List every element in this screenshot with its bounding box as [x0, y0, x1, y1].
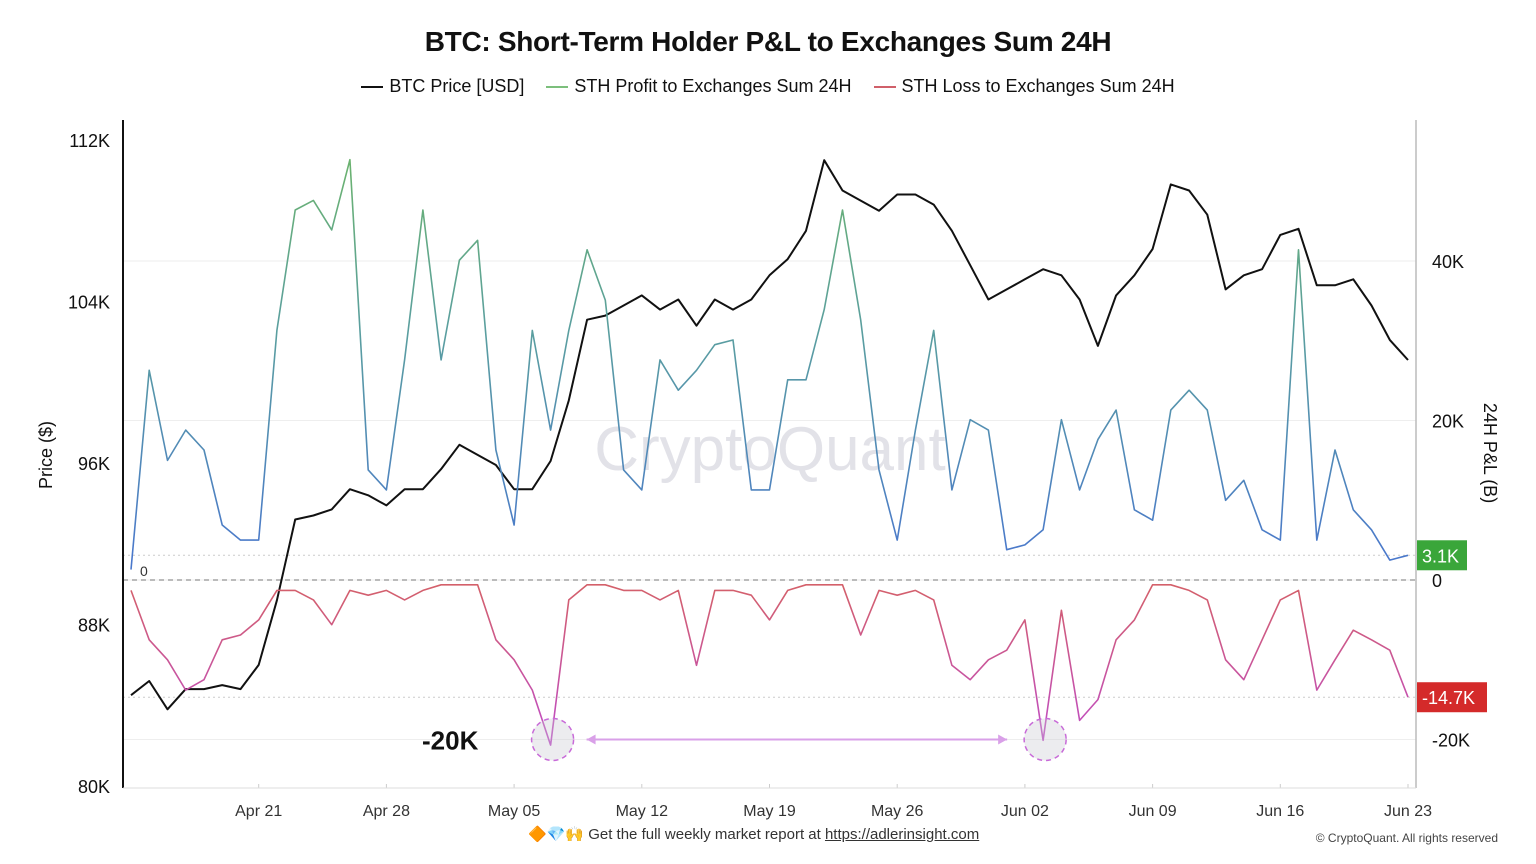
profit-line: [130, 158, 1409, 570]
x-tick-label: Jun 02: [1001, 803, 1049, 820]
x-tick-label: May 19: [743, 803, 796, 820]
zero-label: 0: [140, 563, 148, 579]
left-tick-label: 112K: [69, 131, 110, 151]
legend-swatch: [873, 85, 896, 88]
footer-note: 🔶💎🙌 Get the full weekly market report at…: [528, 825, 979, 843]
highlight-circle: [530, 717, 575, 762]
x-tick-label: May 26: [871, 803, 924, 820]
x-tick-label: May 05: [488, 803, 541, 820]
last-value-label: -14.7K: [1422, 688, 1475, 708]
left-tick-label: 88K: [78, 616, 110, 636]
x-tick-label: Apr 28: [363, 803, 410, 820]
left-tick-label: 80K: [78, 777, 110, 797]
left-tick-label: 96K: [78, 454, 110, 474]
left-tick-label: 104K: [68, 293, 110, 313]
last-value-badge: [1417, 682, 1487, 713]
emoji-icons: 🔶💎🙌: [528, 826, 585, 843]
legend-item-loss[interactable]: STH Loss to Exchanges Sum 24H: [873, 76, 1175, 97]
legend-item-profit[interactable]: STH Profit to Exchanges Sum 24H: [546, 76, 852, 97]
right-tick-label: -20K: [1432, 731, 1470, 751]
legend-swatch: [361, 85, 384, 88]
last-value-badge: [1417, 540, 1467, 571]
x-tick-label: Jun 09: [1129, 803, 1177, 820]
legend-label: STH Loss to Exchanges Sum 24H: [901, 76, 1175, 96]
legend-swatch: [546, 85, 569, 88]
right-axis-title: 24H P&L (B): [1480, 403, 1500, 503]
footer-text: Get the full weekly market report at: [588, 826, 825, 843]
watermark: CryptoQuant: [594, 415, 946, 484]
legend: BTC Price [USD] STH Profit to Exchanges …: [0, 76, 1536, 97]
legend-item-price[interactable]: BTC Price [USD]: [361, 76, 524, 97]
x-tick-label: Jun 16: [1256, 803, 1304, 820]
x-tick-label: Apr 21: [235, 803, 282, 820]
x-tick-label: Jun 23: [1384, 803, 1432, 820]
report-link[interactable]: https://adlerinsight.com: [824, 826, 980, 843]
right-tick-label: 20K: [1432, 412, 1464, 432]
chart-title: BTC: Short-Term Holder P&L to Exchanges …: [424, 26, 1112, 57]
x-tick-label: May 12: [616, 803, 669, 820]
loss-line: [130, 584, 1409, 746]
legend-label: BTC Price [USD]: [389, 76, 525, 96]
left-axis-title: Price ($): [36, 421, 56, 489]
right-tick-label: 0: [1432, 571, 1442, 591]
highlight-circle: [1023, 717, 1067, 762]
copyright: © CryptoQuant. All rights reserved: [1315, 831, 1498, 845]
annotation-label: -20K: [422, 726, 479, 756]
last-value-label: 3.1K: [1422, 546, 1459, 566]
right-tick-label: 40K: [1432, 252, 1464, 272]
legend-label: STH Profit to Exchanges Sum 24H: [574, 76, 852, 96]
price-line: [130, 159, 1409, 711]
